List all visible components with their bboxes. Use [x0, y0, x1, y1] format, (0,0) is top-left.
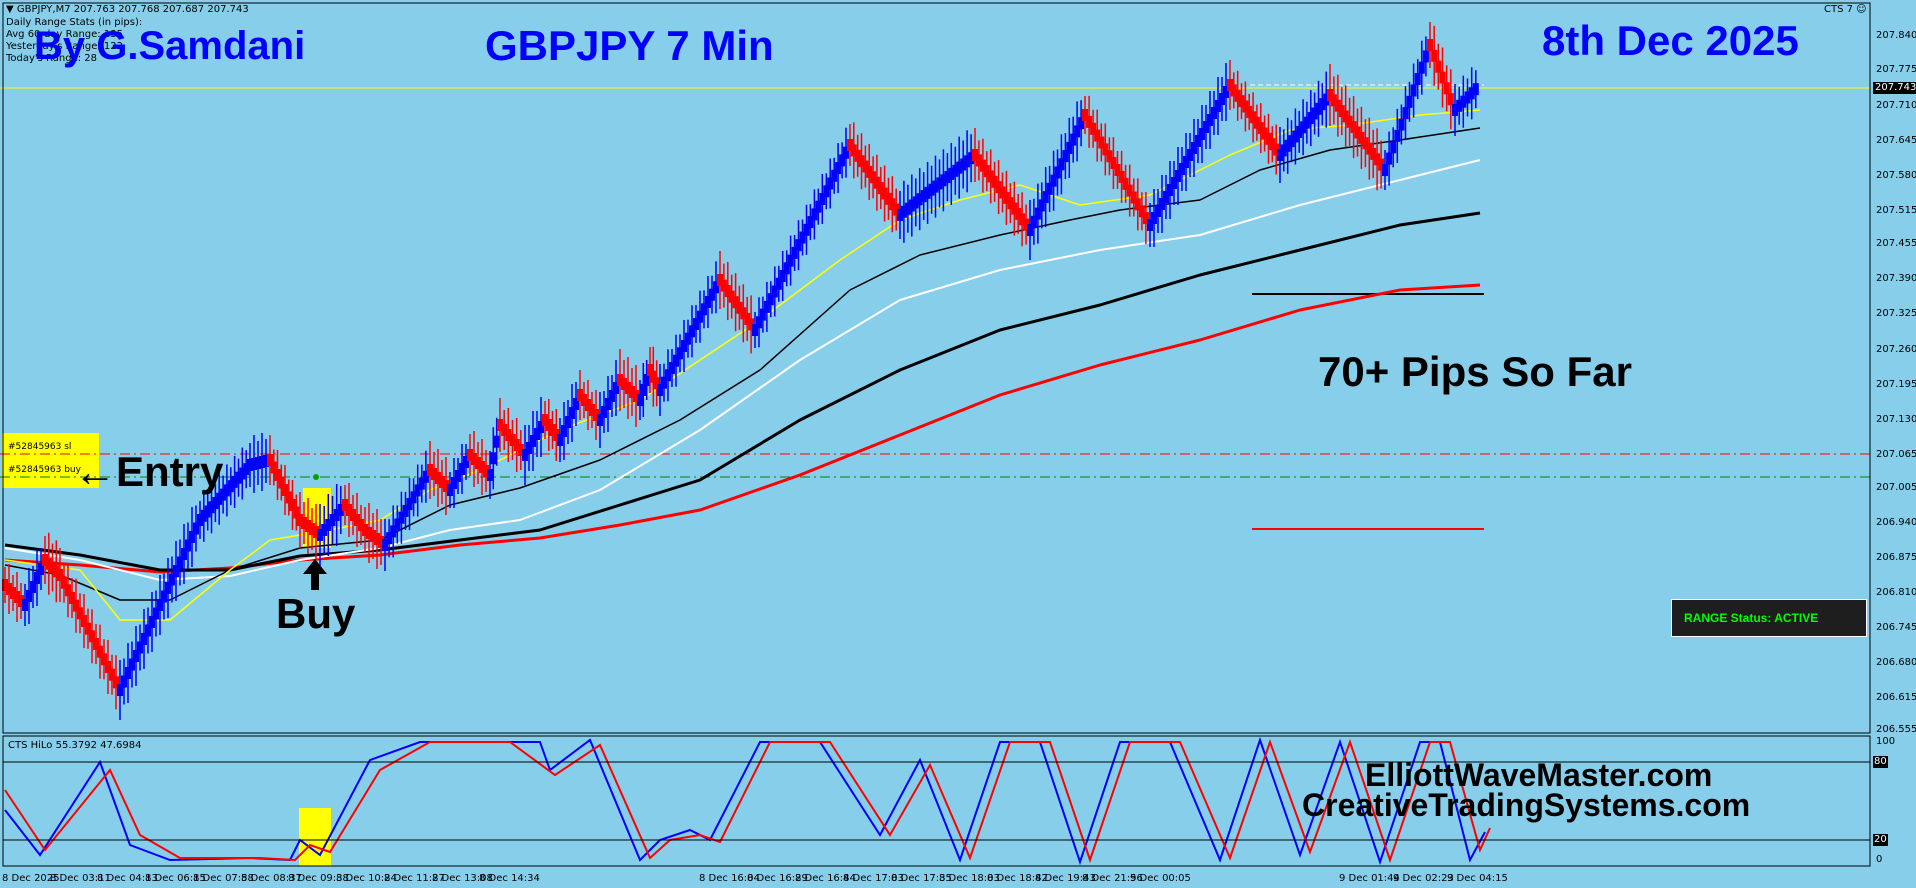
price-tick: 207.775 — [1876, 64, 1916, 75]
avg-60-day-range: Avg 60-day Range: 135 — [6, 29, 123, 40]
time-tick: 8 Dec 17:03 — [843, 873, 904, 884]
oscillator-level: 80 — [1873, 756, 1888, 768]
yesterday-range: Yesterday's Range: 122 — [6, 41, 124, 52]
time-tick: 9 Dec 01:44 — [1339, 873, 1400, 884]
site-elliottwavemaster: ElliottWaveMaster.com — [1365, 757, 1713, 793]
time-tick: 8 Dec 04:13 — [97, 873, 158, 884]
time-tick: 8 Dec 14:34 — [479, 873, 540, 884]
time-tick: 8 Dec 17:35 — [891, 873, 952, 884]
smiley-icon: ☺ — [1856, 4, 1867, 15]
price-tick: 207.325 — [1876, 308, 1916, 319]
price-tick: 207.130 — [1876, 414, 1916, 425]
time-tick: 8 Dec 21:56 — [1082, 873, 1143, 884]
price-tick: 206.875 — [1876, 552, 1916, 563]
ma-yellow-line — [4, 109, 1481, 621]
entry-annotation: ←Entry — [74, 448, 224, 495]
ma-black-thick-line — [4, 211, 1481, 572]
price-tick: 206.615 — [1876, 692, 1916, 703]
price-tick: 207.710 — [1876, 100, 1916, 111]
osc-fast-line — [4, 736, 1486, 866]
price-tick: 207.260 — [1876, 344, 1916, 355]
symbol-header: ▼ GBPJPY,M7 207.763 207.768 207.687 207.… — [6, 4, 249, 15]
price-bars — [2, 22, 1479, 720]
price-tick: 206.745 — [1876, 622, 1916, 633]
time-tick: 8 Dec 16:04 — [699, 873, 760, 884]
today-range: Today's Range: 28 — [6, 53, 98, 64]
oscillator-frame — [2, 735, 1871, 867]
price-tick: 206.680 — [1876, 657, 1916, 668]
date-title: 8th Dec 2025 — [1542, 17, 1799, 64]
time-tick: 8 Dec 18:42 — [987, 873, 1048, 884]
price-tick: 207.580 — [1876, 170, 1916, 181]
time-tick: 8 Dec 11:27 — [384, 873, 445, 884]
moving-averages — [4, 109, 1481, 621]
price-tick: 207.390 — [1876, 273, 1916, 284]
time-tick: 8 Dec 06:15 — [145, 873, 206, 884]
range-status-box: RANGE Status: ACTIVE — [1671, 599, 1867, 637]
time-tick: 8 Dec 03:11 — [50, 873, 111, 884]
indicator-label: CTS 7 ☺ — [1824, 4, 1867, 15]
price-tick: 206.810 — [1876, 587, 1916, 598]
current-price-tag: 207.743 — [1873, 82, 1916, 94]
time-tick: 8 Dec 09:38 — [288, 873, 349, 884]
price-tick: 207.065 — [1876, 449, 1916, 460]
price-tick: 207.195 — [1876, 379, 1916, 390]
time-tick: 8 Dec 2025 — [2, 873, 60, 884]
price-tick: 207.455 — [1876, 238, 1916, 249]
buy-arrow-icon — [303, 559, 327, 590]
buy-annotation: Buy — [276, 590, 356, 637]
range-status-text: RANGE Status: ACTIVE — [1684, 611, 1819, 625]
ma-black-thin-line — [4, 127, 1481, 601]
time-tick: 8 Dec 18:03 — [939, 873, 1000, 884]
time-tick: 8 Dec 13:08 — [432, 873, 493, 884]
price-tick: 206.940 — [1876, 517, 1916, 528]
oscillator-level: 20 — [1873, 834, 1888, 846]
time-tick: 9 Dec 00:05 — [1130, 873, 1191, 884]
stop-loss-label[interactable]: #52845963 sl — [8, 442, 72, 452]
author-title: By G.Samdani — [34, 24, 306, 68]
range-stats-title: Daily Range Stats (in pips): — [6, 17, 143, 28]
order-label-highlight — [2, 433, 99, 488]
time-tick: 8 Dec 10:24 — [336, 873, 397, 884]
buy-order-label[interactable]: #52845963 buy — [8, 465, 81, 475]
time-tick: 8 Dec 08:37 — [241, 873, 302, 884]
main-chart-frame — [2, 2, 1871, 734]
site-creativetradingsystems: CreativeTradingSystems.com — [1302, 787, 1751, 823]
price-tick: 207.645 — [1876, 135, 1916, 146]
time-tick: 9 Dec 02:23 — [1393, 873, 1454, 884]
osc-highlight — [299, 808, 331, 866]
highlight-boxes — [2, 433, 331, 866]
osc-slow-line — [4, 738, 1491, 864]
time-tick: 9 Dec 04:15 — [1447, 873, 1508, 884]
price-tick: 207.515 — [1876, 205, 1916, 216]
oscillator-level: 0 — [1876, 854, 1883, 865]
pips-annotation: 70+ Pips So Far — [1318, 348, 1632, 395]
time-tick: 8 Dec 19:43 — [1035, 873, 1096, 884]
entry-marker-icon — [313, 474, 319, 480]
price-tick: 206.555 — [1876, 724, 1916, 735]
oscillator-lines — [4, 736, 1491, 866]
time-tick: 8 Dec 07:58 — [193, 873, 254, 884]
price-tick: 207.005 — [1876, 482, 1916, 493]
time-tick: 8 Dec 16:29 — [747, 873, 808, 884]
dropdown-triangle-icon[interactable]: ▼ — [6, 4, 14, 15]
oscillator-level: 100 — [1876, 736, 1896, 747]
time-tick: 8 Dec 16:44 — [795, 873, 856, 884]
oscillator-name: CTS HiLo 55.3792 47.6984 — [8, 740, 142, 751]
price-tick: 207.840 — [1876, 30, 1916, 41]
pair-title: GBPJPY 7 Min — [485, 22, 774, 69]
